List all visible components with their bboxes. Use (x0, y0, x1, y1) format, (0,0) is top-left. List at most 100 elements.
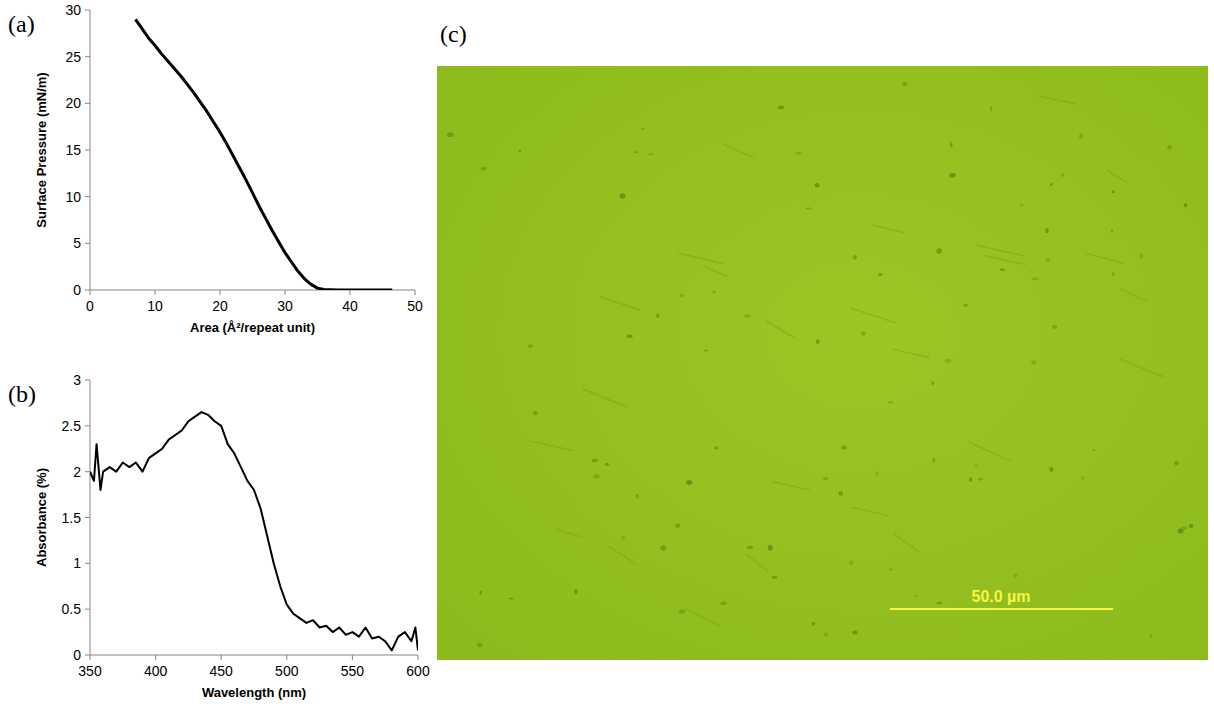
y-tick (85, 563, 90, 564)
y-tick-label: 5 (73, 235, 81, 251)
x-tick-label: 10 (147, 298, 163, 314)
x-tick (285, 290, 286, 295)
speck (1150, 634, 1152, 637)
speck (823, 477, 829, 480)
x-tick (90, 290, 91, 295)
y-tick (85, 56, 90, 57)
speck (902, 82, 907, 86)
streak (599, 296, 641, 310)
streak (852, 508, 888, 516)
speck (816, 340, 820, 345)
streak (850, 308, 897, 323)
y-tick (85, 10, 90, 11)
data-line (90, 412, 418, 650)
speck (963, 304, 968, 307)
data-line (136, 19, 393, 290)
speck (1061, 174, 1064, 177)
speck (841, 445, 846, 449)
streak (969, 442, 1010, 461)
streak (1086, 253, 1124, 263)
speck (1079, 133, 1083, 138)
x-tick-label: 50 (407, 298, 423, 314)
x-tick-label: 40 (342, 298, 358, 314)
speck (853, 255, 857, 260)
streak (894, 534, 918, 552)
speck (591, 459, 598, 462)
speck (1031, 360, 1036, 364)
speck (949, 173, 955, 178)
streak (530, 441, 574, 451)
streak (582, 389, 626, 407)
streak (766, 321, 795, 339)
y-axis-title: Surface Pressure (mN/m) (34, 72, 49, 227)
speck (1050, 183, 1052, 186)
streak (893, 349, 930, 357)
y-tick-label: 2 (73, 464, 81, 480)
x-tick (352, 655, 353, 660)
speck (656, 313, 659, 318)
speck (620, 193, 626, 198)
figure: (a)01020304050051015202530Area (Å²/repea… (0, 0, 1214, 715)
y-tick-label: 3 (73, 372, 81, 388)
streak (678, 253, 723, 264)
speck (852, 631, 858, 635)
chart-panel: (a)01020304050051015202530Area (Å²/repea… (8, 2, 423, 335)
speck (945, 359, 952, 363)
x-tick-label: 0 (86, 298, 94, 314)
speck (1184, 203, 1187, 207)
y-tick (85, 425, 90, 426)
speck (533, 411, 538, 416)
panel-label: (c) (440, 21, 467, 47)
streak (1107, 170, 1127, 183)
streak (871, 225, 904, 233)
speck (574, 589, 577, 594)
speck (932, 381, 934, 385)
y-tick (85, 655, 90, 656)
x-tick (90, 655, 91, 660)
micrograph-panel: (c) 50.0 µm (437, 21, 1208, 660)
y-tick (85, 471, 90, 472)
speck (815, 183, 820, 187)
speck (479, 591, 481, 595)
plot-area (136, 19, 393, 290)
speck (1189, 524, 1193, 528)
y-tick (85, 196, 90, 197)
speck (889, 569, 893, 571)
x-tick (415, 290, 416, 295)
x-tick-label: 500 (275, 663, 299, 679)
x-tick-label: 550 (341, 663, 365, 679)
speck (932, 458, 935, 463)
speck (712, 290, 715, 293)
speck (936, 248, 941, 254)
speck (1050, 467, 1053, 472)
speck (679, 609, 686, 613)
speck (999, 269, 1005, 272)
scale-bar-label: 50.0 µm (971, 588, 1030, 605)
speck (633, 151, 638, 153)
speck (1092, 449, 1095, 452)
streak (746, 554, 768, 571)
streak (608, 546, 637, 565)
speck (627, 335, 633, 338)
speck (974, 465, 978, 467)
speck (528, 344, 534, 347)
speck (594, 474, 600, 478)
speck (1112, 190, 1115, 193)
speck (1020, 204, 1023, 206)
speck (675, 523, 680, 527)
speck (481, 167, 487, 171)
streak (1038, 96, 1076, 104)
speck (888, 401, 893, 403)
x-tick-label: 20 (212, 298, 228, 314)
speck (1046, 258, 1050, 262)
x-tick (221, 655, 222, 660)
plot-area (90, 412, 418, 650)
chart-panel: (b)35040045050055060000.511.522.53Wavele… (8, 372, 430, 700)
y-tick-label: 15 (65, 142, 81, 158)
speck (969, 477, 972, 482)
streak (1120, 288, 1147, 301)
x-tick-label: 400 (144, 663, 168, 679)
y-tick-label: 1 (73, 555, 81, 571)
speck (937, 602, 942, 604)
speck (812, 622, 815, 626)
